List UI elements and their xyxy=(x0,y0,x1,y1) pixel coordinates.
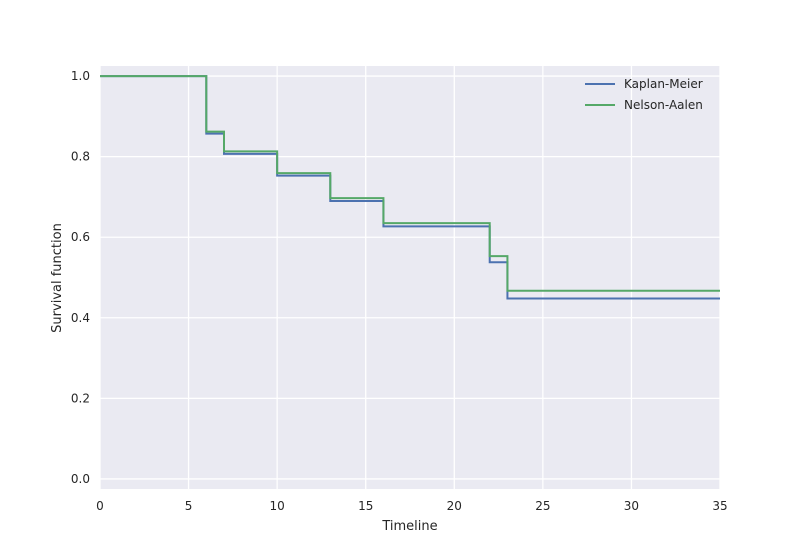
grid-lines xyxy=(99,66,721,489)
x-tick-label: 5 xyxy=(185,499,193,513)
x-tick-label: 15 xyxy=(358,499,373,513)
x-tick-label: 25 xyxy=(535,499,550,513)
y-tick-labels: 0.0 0.2 0.4 0.6 0.8 1.0 xyxy=(71,69,90,486)
legend-label: Kaplan-Meier xyxy=(624,77,703,91)
y-tick-label: 0.0 xyxy=(71,472,90,486)
series-line-nelson-aalen xyxy=(100,75,720,292)
x-tick-label: 20 xyxy=(447,499,462,513)
legend: Kaplan-Meier Nelson-Aalen xyxy=(585,77,703,112)
legend-label: Nelson-Aalen xyxy=(624,98,703,112)
y-tick-label: 1.0 xyxy=(71,69,90,83)
x-tick-label: 0 xyxy=(96,499,104,513)
y-axis-label: Survival function xyxy=(50,223,65,333)
y-tick-label: 0.8 xyxy=(71,150,90,164)
series-layer xyxy=(100,75,720,300)
plot-background xyxy=(100,66,720,489)
x-tick-label: 30 xyxy=(624,499,639,513)
x-axis-label: Timeline xyxy=(381,519,437,534)
x-tick-label: 35 xyxy=(712,499,727,513)
y-tick-label: 0.2 xyxy=(71,391,90,405)
y-tick-label: 0.6 xyxy=(71,230,90,244)
x-tick-label: 10 xyxy=(270,499,285,513)
y-tick-label: 0.4 xyxy=(71,311,90,325)
x-tick-labels: 0 5 10 15 20 25 30 35 xyxy=(96,499,727,513)
